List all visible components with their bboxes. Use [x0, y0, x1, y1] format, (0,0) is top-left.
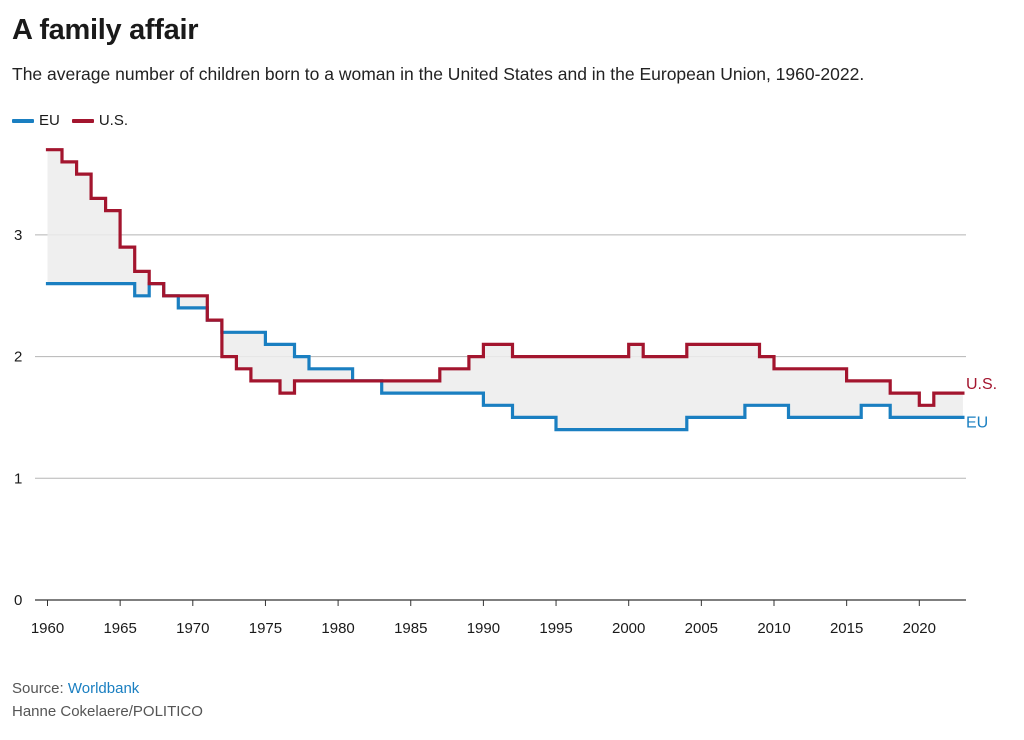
y-tick-label: 1	[14, 470, 22, 487]
source-prefix: Source:	[12, 680, 68, 697]
chart-title: A family affair	[12, 14, 199, 46]
credit-line: Hanne Cokelaere/POLITICO	[12, 703, 203, 720]
end-label-us: U.S.	[966, 376, 997, 393]
x-tick-label: 1990	[467, 620, 500, 637]
x-tick-label: 1980	[321, 620, 354, 637]
legend-item-eu: EU	[12, 112, 60, 129]
legend-label-us: U.S.	[98, 112, 129, 129]
x-tick-label: 1960	[31, 620, 64, 637]
series-line-eu	[45, 282, 965, 432]
series-line-us	[45, 148, 965, 407]
y-tick-label: 3	[14, 227, 22, 244]
legend-item-us: U.S.	[71, 112, 129, 129]
x-tick-label: 1975	[249, 620, 282, 637]
legend-swatch-eu	[12, 118, 34, 123]
x-tick-label: 1995	[539, 620, 572, 637]
source-link[interactable]: Worldbank	[67, 680, 140, 697]
source-line: Source: Worldbank	[12, 680, 139, 697]
x-tick-label: 1970	[176, 620, 209, 637]
y-tick-label: 0	[14, 592, 22, 609]
y-tick-label: 2	[14, 349, 22, 366]
end-label-eu: EU	[966, 414, 988, 431]
x-tick-label: 1985	[394, 620, 427, 637]
legend-swatch-us	[71, 118, 94, 123]
x-tick-label: 2000	[612, 620, 645, 637]
legend-label-eu: EU	[39, 112, 60, 129]
x-tick-label: 2020	[903, 620, 936, 637]
legend: EU U.S.	[12, 112, 140, 129]
x-tick-label: 2005	[685, 620, 718, 637]
x-tick-label: 1965	[103, 620, 136, 637]
chart-subtitle: The average number of children born to a…	[12, 64, 865, 84]
fill-between-area	[47, 149, 963, 430]
x-tick-label: 2010	[757, 620, 790, 637]
x-tick-label: 2015	[830, 620, 863, 637]
